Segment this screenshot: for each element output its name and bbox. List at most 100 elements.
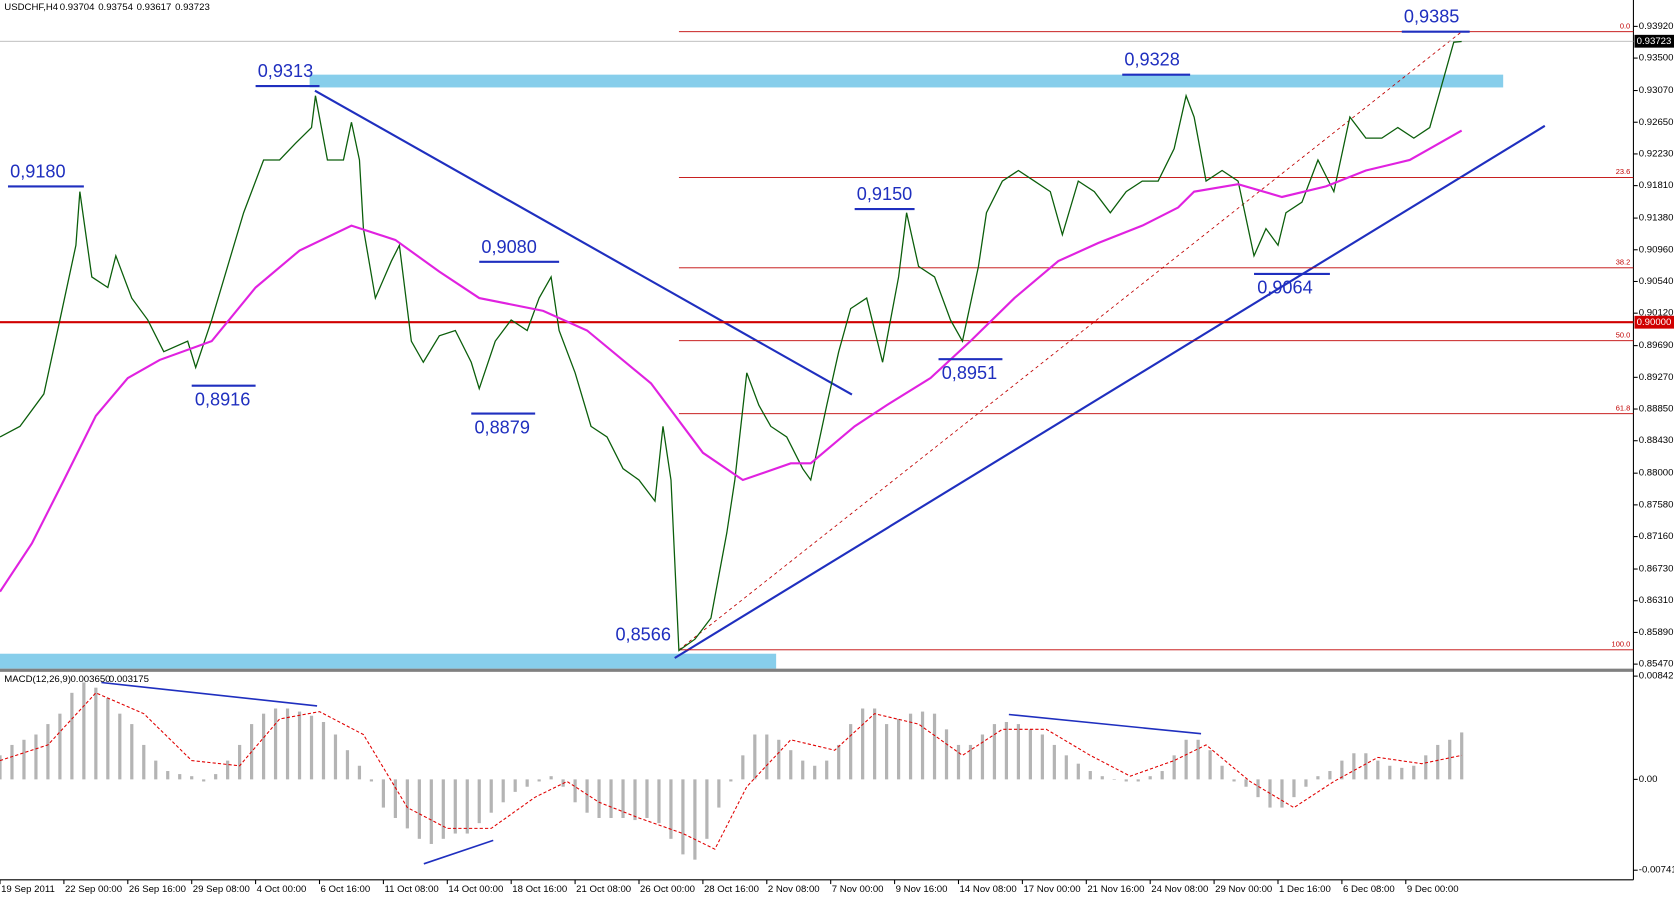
fib-label: 100.0 [1612, 639, 1631, 648]
macd-trendline [423, 839, 494, 865]
x-tick-label: 24 Nov 08:00 [1151, 884, 1208, 895]
macd-bar [657, 779, 661, 824]
macd-bar [597, 779, 601, 818]
macd-bar [130, 724, 134, 780]
level-label: 0.90000 [1637, 317, 1672, 328]
macd-bar [1124, 779, 1128, 782]
macd-bar [465, 779, 469, 834]
ohlc-value: 0.93704 [60, 2, 95, 13]
annotation-label: 0,9313 [258, 61, 313, 81]
macd-bar [106, 698, 110, 780]
macd-bar [968, 744, 973, 780]
macd-bar [1292, 779, 1296, 798]
macd-bar [1304, 779, 1308, 787]
series-line [0, 40, 1462, 652]
macd-bar [669, 779, 673, 839]
macd-bar [345, 750, 350, 780]
macd-bar [513, 779, 517, 792]
y-tick-label: 0.91380 [1639, 213, 1674, 224]
macd-bar [873, 708, 877, 780]
macd-bar [1016, 724, 1020, 780]
y-tick-label: 0.92230 [1639, 148, 1674, 159]
macd-bar [956, 744, 961, 780]
y-tick-label: 0.88000 [1639, 468, 1674, 479]
x-tick-label: 4 Oct 00:00 [257, 884, 307, 895]
macd-bar [645, 779, 649, 818]
current-price-label: 0.93723 [1637, 36, 1672, 47]
y-tick-label: 0.008423 [1639, 671, 1674, 682]
trendline [314, 89, 853, 396]
x-tick-label: 18 Oct 16:00 [512, 884, 567, 895]
macd-bar [585, 779, 589, 813]
x-tick-label: 9 Dec 00:00 [1407, 884, 1459, 895]
x-tick-label: 26 Oct 00:00 [640, 884, 695, 895]
panel-separator [0, 668, 1634, 672]
macd-bar [1232, 779, 1236, 782]
macd-bar [1148, 776, 1152, 780]
y-tick-label: -0.00741 [1639, 865, 1674, 876]
macd-bar [1256, 779, 1260, 798]
macd-bar [1196, 739, 1200, 780]
macd-bar [813, 765, 817, 780]
series-line [0, 692, 1462, 850]
macd-bar [1412, 765, 1416, 780]
series-line [0, 129, 1463, 593]
x-tick-label: 29 Sep 08:00 [193, 884, 250, 895]
macd-bar [22, 739, 26, 780]
macd-bar [1052, 744, 1056, 780]
y-tick-label: 0.86310 [1639, 595, 1674, 606]
x-tick-label: 21 Oct 08:00 [576, 884, 631, 895]
macd-bar [82, 682, 86, 780]
macd-bar [178, 774, 182, 780]
x-tick-label: 6 Dec 08:00 [1343, 884, 1395, 895]
ohlc-value: 0.93617 [137, 2, 172, 13]
macd-bar [633, 779, 637, 821]
macd-bar [190, 776, 194, 780]
macd-name: MACD(12,26,9) [4, 674, 71, 685]
macd-bar [885, 724, 889, 780]
macd-bar [693, 779, 697, 860]
macd-trendline [101, 681, 318, 707]
fib-label: 0.0 [1620, 21, 1630, 30]
macd-bar [1352, 753, 1356, 780]
support-zone [0, 653, 777, 669]
macd-bar [849, 724, 853, 780]
macd-bar [896, 718, 901, 780]
annotation-label: 0,9080 [481, 237, 536, 257]
ohlc-value: 0.93754 [98, 2, 133, 13]
macd-bar [1004, 722, 1009, 780]
annotation-label: 0,8566 [615, 625, 670, 645]
macd-bar [1364, 753, 1368, 780]
x-tick-label: 11 Oct 08:00 [384, 884, 438, 895]
ohlc-value: 0.93723 [175, 2, 210, 13]
macd-bar [837, 744, 841, 780]
macd-bar [789, 750, 793, 780]
macd-bar [261, 713, 266, 780]
macd-bar [944, 729, 949, 780]
x-tick-label: 14 Nov 08:00 [960, 884, 1017, 895]
macd-bar [717, 779, 721, 808]
macd-bar [1280, 779, 1284, 808]
macd-bar [321, 722, 326, 780]
macd-bar [0, 755, 2, 780]
fib-label: 23.6 [1616, 167, 1631, 176]
macd-bar [1136, 779, 1140, 782]
macd-bar [10, 744, 14, 780]
macd-bar [765, 734, 769, 780]
macd-bar [1220, 765, 1224, 780]
macd-bar [214, 774, 218, 780]
macd-bar [405, 779, 409, 829]
x-tick-label: 28 Oct 16:00 [704, 884, 759, 895]
level-box [1634, 315, 1674, 329]
y-tick-label: 0.89270 [1639, 372, 1674, 383]
macd-bar [729, 779, 733, 782]
fib-label: 38.2 [1616, 257, 1631, 266]
macd-bar [46, 724, 50, 780]
macd-bar [1400, 767, 1404, 780]
macd-bar [393, 779, 397, 818]
y-tick-label: 0.90120 [1639, 308, 1674, 319]
macd-bar [477, 779, 481, 824]
x-tick-label: 14 Oct 00:00 [448, 884, 503, 895]
annotation-label: 0,8916 [195, 389, 250, 409]
